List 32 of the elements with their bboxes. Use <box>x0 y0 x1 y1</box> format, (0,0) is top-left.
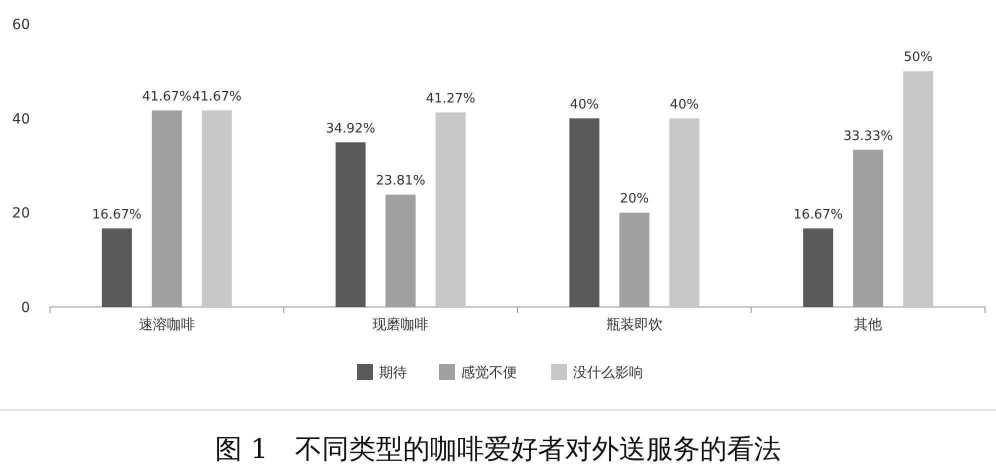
data-label: 23.81% <box>376 174 426 189</box>
bar <box>336 142 366 307</box>
data-label: 16.67% <box>793 207 843 222</box>
data-label: 16.67% <box>92 207 142 222</box>
bar <box>102 228 132 307</box>
data-label: 41.27% <box>426 91 476 106</box>
x-tick-label: 其他 <box>854 317 882 333</box>
data-label: 41.67% <box>142 89 192 104</box>
bar <box>569 118 600 307</box>
x-tick-label: 速溶咖啡 <box>138 317 195 333</box>
legend-label: 感觉不便 <box>461 365 517 381</box>
bar <box>903 71 934 307</box>
data-label: 34.92% <box>326 121 376 136</box>
y-tick-label: 0 <box>21 300 30 316</box>
data-label: 40% <box>670 97 699 112</box>
data-label: 20% <box>620 192 649 207</box>
data-label: 41.67% <box>192 89 242 104</box>
bar <box>669 118 700 307</box>
data-label: 33.33% <box>843 128 893 144</box>
y-tick-label: 20 <box>12 206 30 222</box>
y-tick-label: 40 <box>12 111 30 128</box>
bar <box>436 112 466 307</box>
text: 图 1 不同类型的咖啡爱好者对外送服务的看法 <box>215 434 781 465</box>
bar <box>803 228 834 307</box>
legend-label: 期待 <box>379 365 407 381</box>
data-label: 40% <box>570 97 599 112</box>
x-tick-label: 瓶装即饮 <box>606 317 662 333</box>
bar <box>202 110 232 307</box>
data-label: 50% <box>904 50 933 66</box>
legend-label: 没什么影响 <box>573 365 643 381</box>
y-tick-label: 60 <box>12 17 30 33</box>
x-tick-label: 现磨咖啡 <box>372 317 429 333</box>
